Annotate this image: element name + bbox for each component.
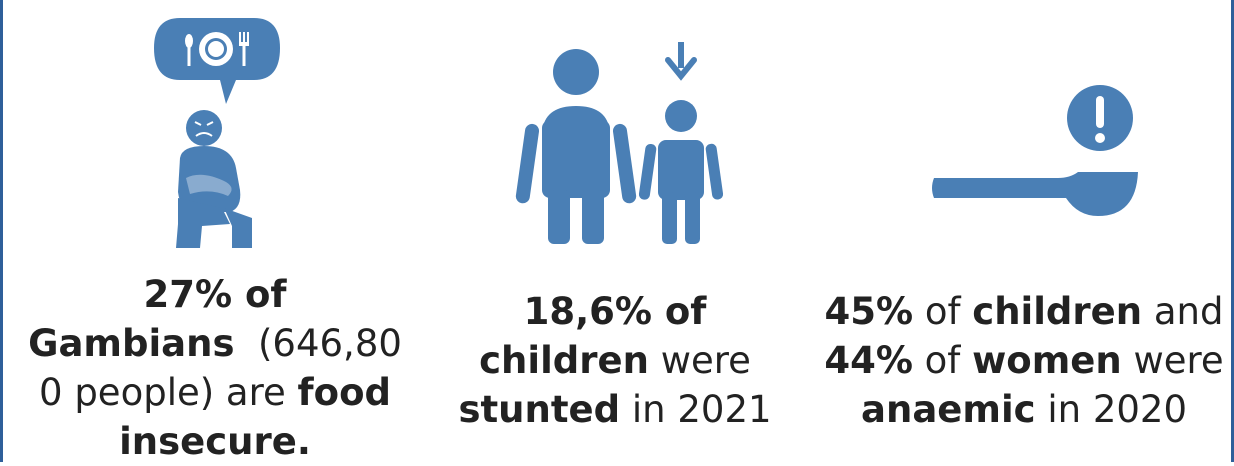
stat2-were: were	[660, 339, 751, 382]
stat2-percent: 18,6% of	[523, 290, 707, 333]
stat1-percent: 27% of	[143, 273, 287, 316]
stat2-stunted: stunted	[458, 388, 621, 431]
stat1-subject: Gambians	[28, 322, 235, 365]
stat3-and: and	[1153, 290, 1224, 333]
spoon-alert-icon	[932, 85, 1138, 216]
stat3-of-1: of	[924, 290, 961, 333]
food-insecurity-stat: 27% of Gambians (646,80 0 people) are fo…	[20, 270, 410, 466]
stunting-stat: 18,6% of children were stunted in 2021	[440, 287, 790, 434]
stat3-were: were	[1133, 339, 1224, 382]
stat3-year: in 2020	[1047, 388, 1187, 431]
stat3-women-percent: 44%	[824, 339, 913, 382]
stat3-women: women	[972, 339, 1122, 382]
stat2-children: children	[479, 339, 649, 382]
stat3-of-2: of	[924, 339, 961, 382]
anaemia-stat: 45% of children and 44% of women were an…	[818, 287, 1230, 434]
hungry-person-icon	[154, 18, 280, 248]
stat2-year: in 2021	[631, 388, 772, 431]
stat1-food: food	[297, 371, 391, 414]
stat3-children-percent: 45%	[824, 290, 914, 333]
stat3-anaemic: anaemic	[861, 388, 1036, 431]
stat1-count-end: 0 people) are	[39, 371, 286, 414]
stunted-children-icon	[515, 42, 724, 244]
stat1-count-start: (646,80	[258, 322, 402, 365]
stat3-children: children	[972, 290, 1143, 333]
stat1-insecure: insecure.	[119, 420, 311, 463]
